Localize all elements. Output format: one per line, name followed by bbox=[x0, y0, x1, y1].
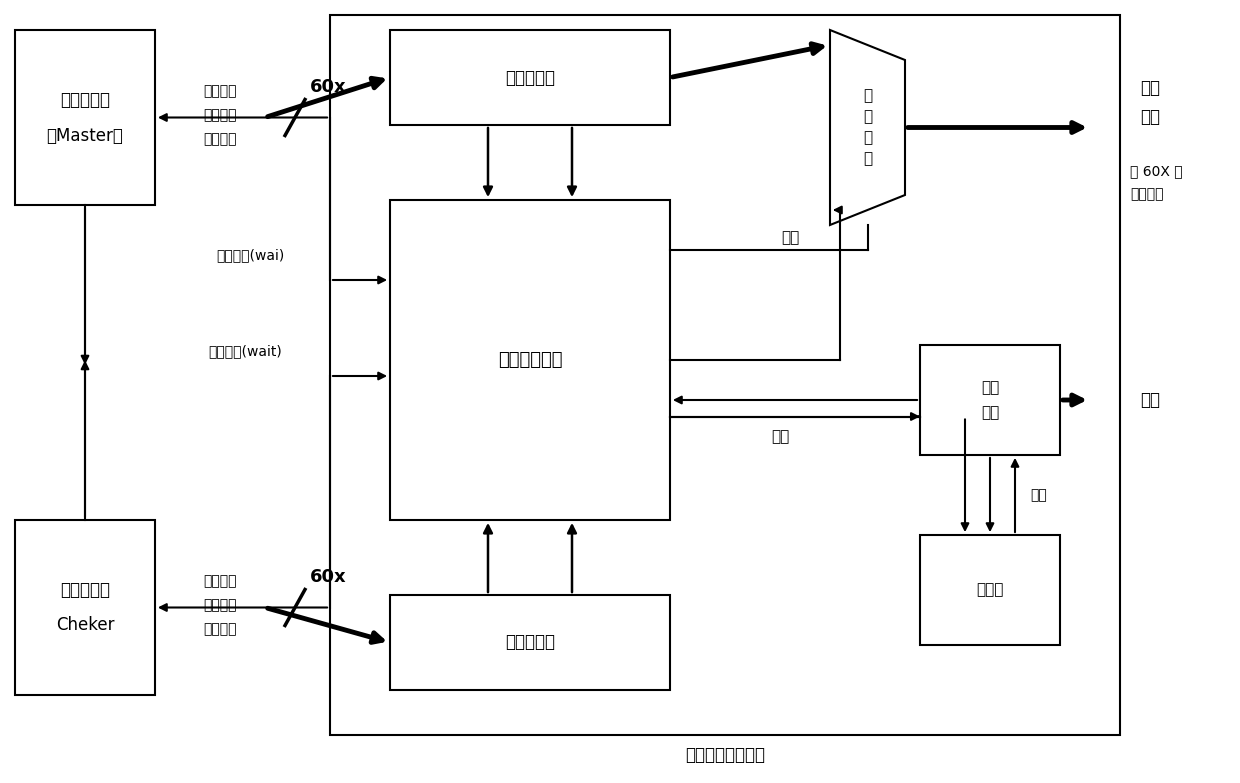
Text: 总线保持(wai): 总线保持(wai) bbox=[216, 248, 284, 262]
Text: 错误
处理: 错误 处理 bbox=[981, 381, 999, 420]
Text: 错误: 错误 bbox=[1140, 391, 1159, 409]
Text: 信号
输出: 信号 输出 bbox=[1140, 79, 1159, 126]
Bar bbox=[920, 345, 1060, 455]
Text: 总线保持(wait): 总线保持(wait) bbox=[208, 344, 281, 358]
Text: 使能: 使能 bbox=[781, 230, 799, 245]
Text: 第二缓存器: 第二缓存器 bbox=[505, 633, 556, 651]
Text: Cheker: Cheker bbox=[56, 616, 114, 634]
Text: 定时器: 定时器 bbox=[976, 583, 1003, 597]
Text: 第一缓存器: 第一缓存器 bbox=[505, 68, 556, 86]
Text: 60x: 60x bbox=[310, 78, 347, 96]
Text: 总线锁步监控模块: 总线锁步监控模块 bbox=[684, 746, 765, 764]
Bar bbox=[15, 30, 155, 205]
Text: 空闲: 空闲 bbox=[771, 429, 789, 444]
Text: 第一处理器: 第一处理器 bbox=[60, 91, 110, 109]
Text: 60x: 60x bbox=[310, 568, 347, 586]
Bar bbox=[391, 200, 670, 520]
Text: 地址信号
数据信号
控制信号: 地址信号 数据信号 控制信号 bbox=[203, 84, 237, 146]
Bar bbox=[391, 30, 670, 125]
Text: 比较监控逻辑: 比较监控逻辑 bbox=[497, 351, 562, 369]
Text: （Master）: （Master） bbox=[47, 127, 124, 145]
Text: 多
路
开
关: 多 路 开 关 bbox=[863, 88, 872, 167]
Bar bbox=[330, 15, 1120, 735]
Text: 超时: 超时 bbox=[1030, 488, 1047, 502]
Bar bbox=[15, 520, 155, 695]
Text: 地址信号
数据信号
控制信号: 地址信号 数据信号 控制信号 bbox=[203, 574, 237, 636]
Bar bbox=[920, 535, 1060, 645]
Polygon shape bbox=[830, 30, 905, 225]
Bar bbox=[391, 595, 670, 690]
Text: 第二处理器: 第二处理器 bbox=[60, 580, 110, 598]
Text: 到 60X 桥
转换模块: 到 60X 桥 转换模块 bbox=[1130, 164, 1183, 201]
